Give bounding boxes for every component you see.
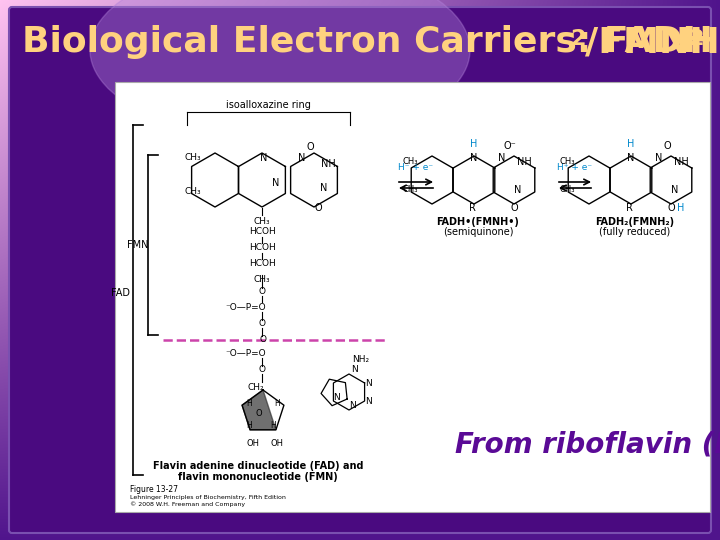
Text: H: H (274, 400, 280, 408)
Text: R: R (469, 203, 475, 213)
Text: From riboflavin (B2): From riboflavin (B2) (455, 431, 720, 459)
Text: H: H (470, 139, 477, 149)
Text: O: O (667, 203, 675, 213)
Ellipse shape (90, 0, 470, 140)
Text: H: H (246, 400, 252, 408)
Text: N: N (261, 153, 268, 163)
Text: ⁻O—P=O: ⁻O—P=O (225, 349, 266, 359)
Polygon shape (242, 390, 276, 430)
Text: H: H (678, 203, 685, 213)
Text: isoalloxazine ring: isoalloxazine ring (225, 100, 310, 110)
Text: ⁻O—P=O: ⁻O—P=O (225, 303, 266, 313)
Text: CH₂: CH₂ (248, 383, 264, 393)
Text: NH₂: NH₂ (352, 355, 369, 364)
Text: © 2008 W.H. Freeman and Company: © 2008 W.H. Freeman and Company (130, 501, 245, 507)
Text: HCOH: HCOH (248, 260, 275, 268)
Text: H: H (627, 139, 635, 149)
Text: NH: NH (517, 157, 531, 167)
Text: Flavin adenine dinucleotide (FAD) and: Flavin adenine dinucleotide (FAD) and (153, 461, 364, 471)
Text: N: N (655, 153, 662, 163)
Text: O⁻: O⁻ (503, 141, 516, 151)
Text: CH₃: CH₃ (185, 153, 202, 163)
Text: OH: OH (271, 440, 284, 449)
Text: CH₃: CH₃ (402, 186, 418, 194)
Text: 2: 2 (688, 29, 703, 49)
FancyBboxPatch shape (9, 7, 711, 533)
Text: O: O (256, 409, 262, 418)
Text: H: H (246, 422, 252, 430)
Text: /FMNH: /FMNH (585, 25, 720, 59)
Text: N: N (272, 178, 279, 188)
Text: Biological Electron Carriers: FADH: Biological Electron Carriers: FADH (22, 25, 713, 59)
Text: R: R (626, 203, 632, 213)
Text: (fully reduced): (fully reduced) (599, 227, 670, 237)
FancyBboxPatch shape (115, 82, 710, 512)
Text: N: N (514, 185, 522, 195)
Text: CH₃: CH₃ (185, 187, 202, 197)
Text: N: N (366, 397, 372, 407)
Text: NH: NH (320, 159, 336, 169)
Text: CH₃: CH₃ (253, 275, 270, 285)
Text: OH: OH (246, 440, 259, 449)
Text: N: N (351, 366, 359, 375)
Text: O: O (258, 287, 266, 296)
Text: H⁺ + e⁻: H⁺ + e⁻ (557, 164, 593, 172)
Text: N: N (298, 153, 306, 163)
Text: O: O (259, 335, 266, 345)
Text: flavin mononucleotide (FMN): flavin mononucleotide (FMN) (178, 472, 338, 482)
Text: H⁻ + e⁻: H⁻ + e⁻ (398, 164, 433, 172)
Text: CH₃: CH₃ (559, 158, 575, 166)
Text: Lehninger Principles of Biochemistry, Fifth Edition: Lehninger Principles of Biochemistry, Fi… (130, 495, 286, 500)
Text: NH: NH (674, 157, 688, 167)
Text: 2: 2 (570, 29, 585, 49)
Text: H: H (270, 422, 276, 430)
Text: N: N (671, 185, 679, 195)
Text: FADH₂(FMNH₂): FADH₂(FMNH₂) (595, 217, 675, 227)
Text: O: O (258, 366, 266, 375)
Text: FADH•(FMNH•): FADH•(FMNH•) (436, 217, 519, 227)
Text: FMN: FMN (127, 240, 149, 250)
Text: HCOH: HCOH (248, 227, 275, 237)
Text: O: O (663, 141, 671, 151)
Text: N: N (498, 153, 505, 163)
Text: Figure 13-27: Figure 13-27 (130, 484, 178, 494)
Text: N: N (470, 153, 477, 163)
Text: CH₃: CH₃ (253, 218, 270, 226)
Text: N: N (350, 402, 356, 410)
Text: HCOH: HCOH (248, 244, 275, 253)
Text: O: O (314, 203, 322, 213)
Text: (semiquinone): (semiquinone) (443, 227, 513, 237)
Text: CH₃: CH₃ (402, 158, 418, 166)
Text: N: N (333, 394, 341, 402)
Text: CH₃: CH₃ (559, 186, 575, 194)
Text: N: N (627, 153, 635, 163)
Text: O: O (258, 320, 266, 328)
Text: O: O (510, 203, 518, 213)
Text: O: O (306, 142, 314, 152)
Text: N: N (366, 380, 372, 388)
Text: N: N (320, 183, 328, 193)
Text: FAD: FAD (112, 287, 130, 298)
